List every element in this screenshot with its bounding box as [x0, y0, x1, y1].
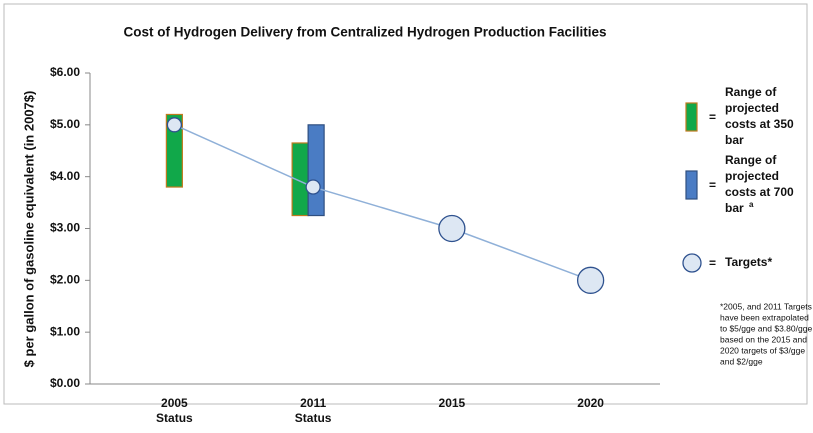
- legend-separator: =: [709, 256, 716, 270]
- target-marker: [438, 214, 466, 243]
- target-marker: [166, 117, 183, 133]
- y-tick-label: $2.00: [50, 273, 80, 287]
- x-tick-label: 2020: [577, 396, 604, 410]
- range-bar: [307, 124, 325, 217]
- x-tick-label: 2011 Status: [295, 396, 332, 425]
- legend-swatch: [685, 102, 698, 132]
- legend-separator: =: [709, 110, 716, 124]
- target-marker: [305, 179, 321, 195]
- legend-swatch: [682, 253, 702, 273]
- chart-frame: [3, 3, 808, 405]
- x-tick-label: 2015: [439, 396, 466, 410]
- target-line: [174, 124, 591, 282]
- chart-title: Cost of Hydrogen Delivery from Centraliz…: [123, 25, 606, 40]
- range-bar: [165, 113, 183, 188]
- legend-separator: =: [709, 178, 716, 192]
- footnote-line: *2005, and 2011 Targets: [720, 301, 812, 311]
- legend-label: Range of projected costs at 700 bar: [725, 153, 794, 215]
- y-tick-label: $5.00: [50, 117, 80, 131]
- y-tick-label: $6.00: [50, 65, 80, 79]
- y-tick-label: $1.00: [50, 324, 80, 338]
- y-tick-label: $0.00: [50, 376, 80, 390]
- footnote-line: to $5/gge and $3.80/gge: [720, 323, 812, 333]
- y-axis-label: $ per gallon of gasoline equivalent (in …: [21, 91, 36, 368]
- legend-superscript: a: [749, 200, 754, 209]
- y-tick-label: $3.00: [50, 221, 80, 235]
- legend-label: Targets*: [725, 255, 772, 269]
- footnote-line: 2020 targets of $3/gge: [720, 345, 805, 355]
- y-tick-label: $4.00: [50, 169, 80, 183]
- legend-label: Range of projected costs at 350 bar: [725, 85, 794, 147]
- footnote-line: have been extrapolated: [720, 312, 809, 322]
- legend-swatch: [685, 170, 698, 200]
- x-tick-label: 2005 Status: [156, 396, 193, 425]
- footnote-line: and $2/gge: [720, 356, 763, 366]
- target-marker: [576, 266, 605, 294]
- footnote-line: based on the 2015 and: [720, 334, 807, 344]
